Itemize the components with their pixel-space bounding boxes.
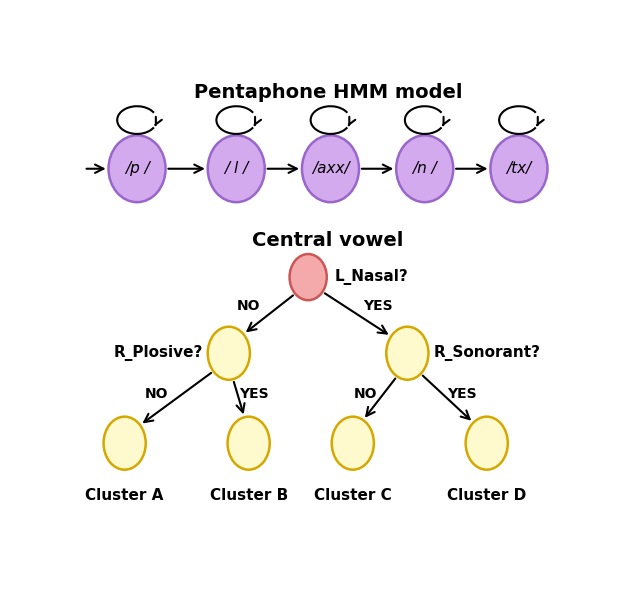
Text: Central vowel: Central vowel	[252, 231, 404, 250]
Text: YES: YES	[363, 299, 392, 313]
Text: R_Sonorant?: R_Sonorant?	[433, 345, 540, 361]
Text: R_Plosive?: R_Plosive?	[113, 345, 203, 361]
Ellipse shape	[228, 417, 269, 470]
Text: /n /: /n /	[412, 161, 437, 176]
Text: Cluster B: Cluster B	[209, 488, 288, 503]
Text: NO: NO	[145, 386, 168, 401]
Ellipse shape	[396, 135, 453, 202]
Ellipse shape	[208, 326, 250, 380]
Text: NO: NO	[237, 299, 260, 313]
Ellipse shape	[490, 135, 547, 202]
Text: NO: NO	[353, 386, 377, 401]
Text: YES: YES	[447, 386, 477, 401]
Text: Pentaphone HMM model: Pentaphone HMM model	[194, 83, 462, 102]
Ellipse shape	[387, 326, 428, 380]
Text: Cluster C: Cluster C	[314, 488, 392, 503]
Ellipse shape	[332, 417, 374, 470]
Ellipse shape	[289, 254, 327, 300]
Ellipse shape	[104, 417, 146, 470]
Text: / l /: / l /	[224, 161, 248, 176]
Text: YES: YES	[239, 386, 268, 401]
Text: /p /: /p /	[125, 161, 149, 176]
Ellipse shape	[302, 135, 359, 202]
Text: L_Nasal?: L_Nasal?	[334, 269, 408, 285]
Text: /tx/: /tx/	[506, 161, 532, 176]
Ellipse shape	[466, 417, 508, 470]
Text: Cluster A: Cluster A	[86, 488, 164, 503]
Ellipse shape	[208, 135, 265, 202]
Ellipse shape	[109, 135, 166, 202]
Text: /axx/: /axx/	[312, 161, 349, 176]
Text: Cluster D: Cluster D	[447, 488, 526, 503]
